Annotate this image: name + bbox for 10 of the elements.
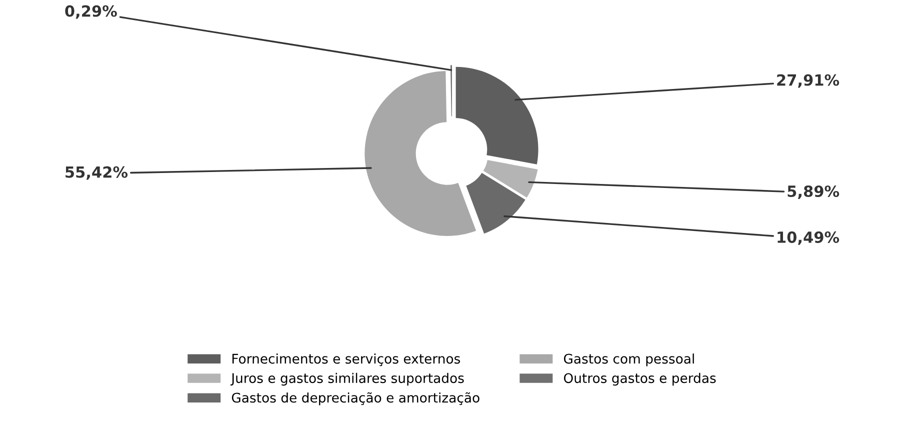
- legend-label: Gastos de depreciação e amortização: [232, 392, 480, 406]
- legend-label: Fornecimentos e serviços externos: [232, 353, 460, 366]
- legend-label: Gastos com pessoal: [564, 353, 694, 366]
- data-label: 27,91%: [777, 74, 840, 88]
- data-label: 55,42%: [66, 166, 128, 180]
- data-label: 10,49%: [778, 231, 840, 245]
- data-label: 0,29%: [65, 5, 117, 19]
- legend-label: Outros gastos e perdas: [564, 372, 716, 386]
- data-label: 5,89%: [788, 185, 840, 199]
- legend-label: Juros e gastos similares suportados: [230, 372, 464, 386]
